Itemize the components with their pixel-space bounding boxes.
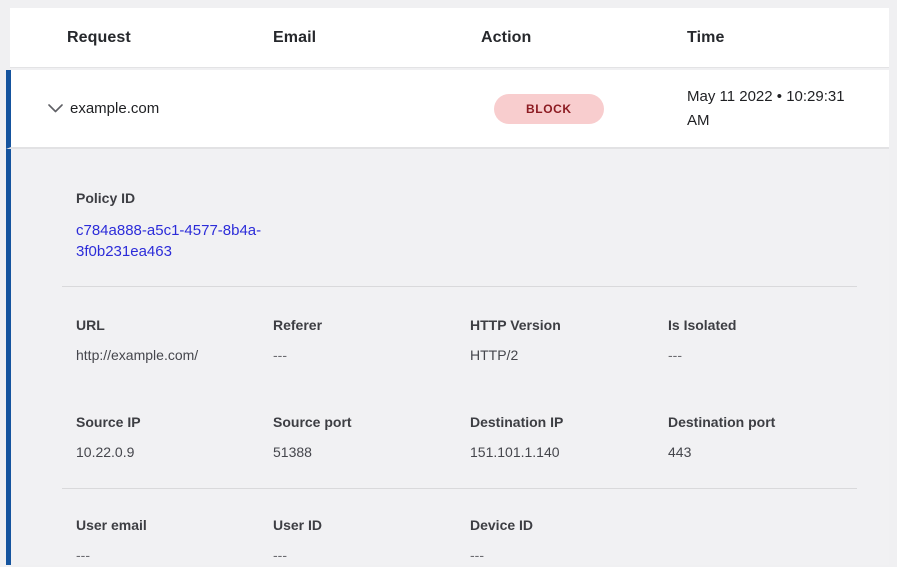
divider [62, 286, 857, 287]
field-source-port: Source port 51388 [273, 414, 352, 460]
field-destination-ip: Destination IP 151.101.1.140 [470, 414, 564, 460]
log-detail-panel: Policy ID c784a888-a5c1-4577-8b4a-3f0b23… [6, 149, 889, 565]
column-header-email: Email [273, 28, 317, 46]
action-cell: BLOCK [484, 93, 687, 124]
detail-row-user: User email --- User ID --- Device ID --- [76, 517, 857, 563]
column-header-action: Action [481, 28, 532, 46]
column-header-time: Time [687, 28, 725, 46]
field-device-id: Device ID --- [470, 517, 534, 563]
detail-row-http: URL http://example.com/ Referer --- HTTP… [76, 317, 857, 363]
field-is-isolated: Is Isolated --- [668, 317, 737, 363]
field-http-version: HTTP Version HTTP/2 [470, 317, 561, 363]
policy-id-label: Policy ID [76, 190, 136, 206]
block-action-badge: BLOCK [494, 93, 604, 124]
time-cell: May 11 2022 • 10:29:31 AM [687, 87, 845, 129]
field-source-ip: Source IP 10.22.0.9 [76, 414, 141, 460]
request-cell: example.com [70, 100, 160, 117]
field-url: URL http://example.com/ [76, 317, 199, 363]
log-row[interactable]: example.com BLOCK May 11 2022 • 10:29:31… [6, 70, 889, 149]
field-user-id: User ID --- [273, 517, 323, 563]
field-user-email: User email --- [76, 517, 147, 563]
log-table-header: Request Email Action Time [10, 8, 889, 68]
field-destination-port: Destination port 443 [668, 414, 776, 460]
policy-id-link[interactable]: c784a888-a5c1-4577-8b4a-3f0b231ea463 [76, 222, 262, 260]
detail-row-network: Source IP 10.22.0.9 Source port 51388 De… [76, 414, 857, 460]
divider [62, 488, 857, 489]
field-referer: Referer --- [273, 317, 323, 363]
expand-toggle[interactable] [11, 104, 70, 113]
chevron-down-icon[interactable] [48, 104, 63, 113]
column-header-request: Request [67, 28, 131, 46]
